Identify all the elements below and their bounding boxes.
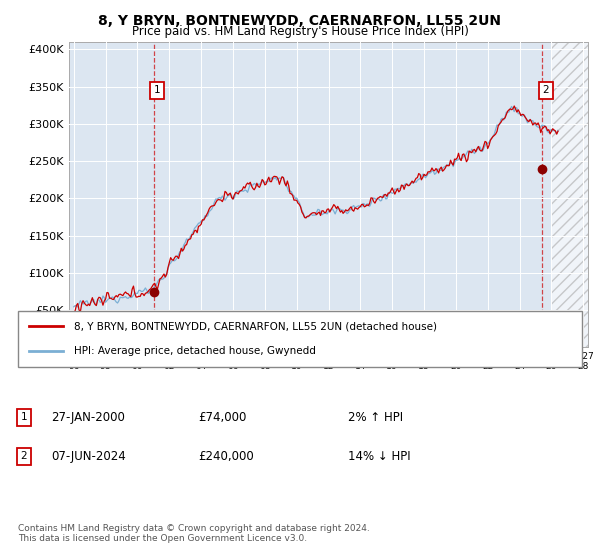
Text: 2: 2 [20, 451, 28, 461]
Text: 27-JAN-2000: 27-JAN-2000 [51, 410, 125, 424]
Text: £240,000: £240,000 [198, 450, 254, 463]
Text: HPI: Average price, detached house, Gwynedd: HPI: Average price, detached house, Gwyn… [74, 346, 316, 356]
Text: 2: 2 [542, 85, 549, 95]
Bar [551, 42, 588, 347]
Text: 14% ↓ HPI: 14% ↓ HPI [348, 450, 410, 463]
Text: 1: 1 [154, 85, 160, 95]
Text: £74,000: £74,000 [198, 410, 247, 424]
Text: 2% ↑ HPI: 2% ↑ HPI [348, 410, 403, 424]
FancyBboxPatch shape [18, 311, 582, 367]
Text: 07-JUN-2024: 07-JUN-2024 [51, 450, 126, 463]
Text: Contains HM Land Registry data © Crown copyright and database right 2024.
This d: Contains HM Land Registry data © Crown c… [18, 524, 370, 543]
Text: 8, Y BRYN, BONTNEWYDD, CAERNARFON, LL55 2UN: 8, Y BRYN, BONTNEWYDD, CAERNARFON, LL55 … [98, 14, 502, 28]
Text: Price paid vs. HM Land Registry's House Price Index (HPI): Price paid vs. HM Land Registry's House … [131, 25, 469, 38]
Text: 1: 1 [20, 412, 28, 422]
Text: 8, Y BRYN, BONTNEWYDD, CAERNARFON, LL55 2UN (detached house): 8, Y BRYN, BONTNEWYDD, CAERNARFON, LL55 … [74, 321, 437, 332]
